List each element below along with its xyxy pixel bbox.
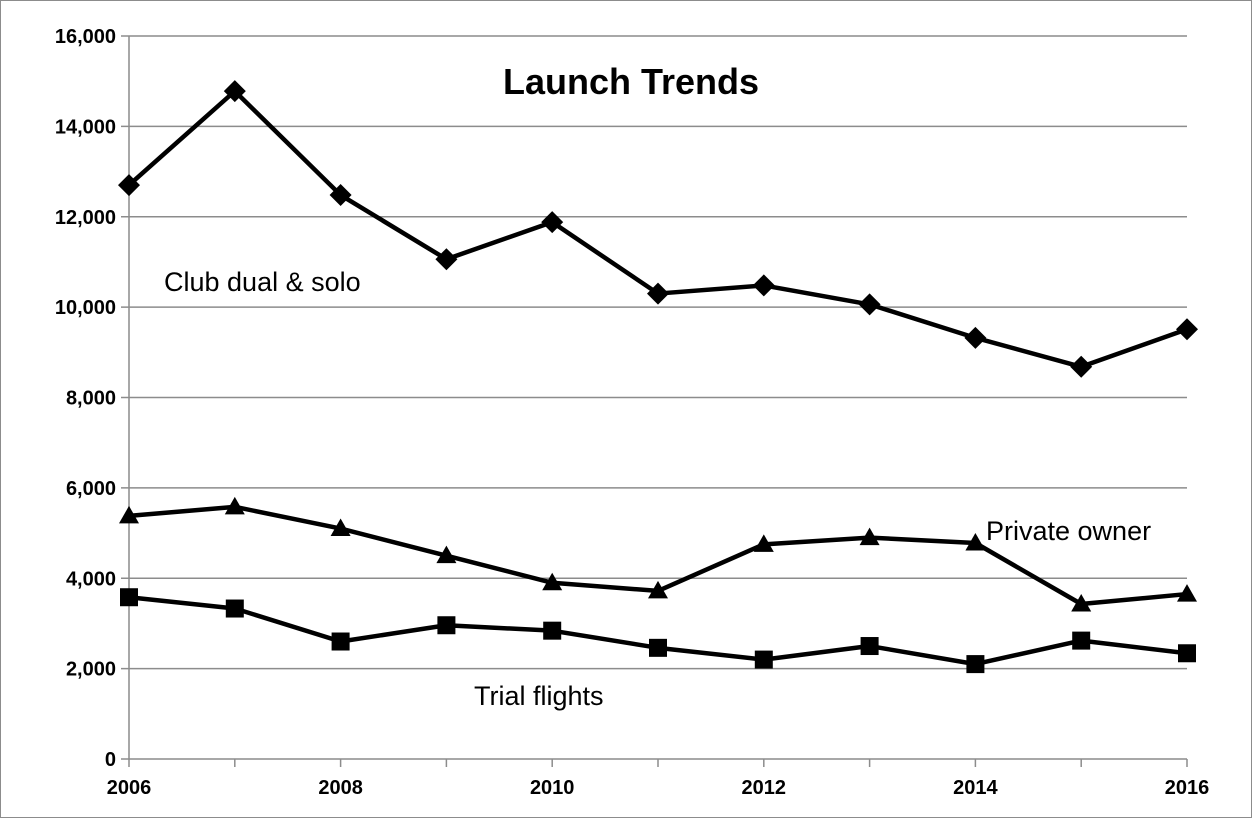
y-tick-label: 16,000 (55, 26, 116, 48)
data-point-private-owner (436, 545, 457, 564)
y-tick-label: 8,000 (66, 388, 116, 410)
x-tick-label: 2016 (1165, 777, 1210, 799)
data-point-private-owner (119, 505, 139, 524)
data-point-private-owner (224, 496, 245, 515)
y-tick-label: 6,000 (66, 478, 116, 500)
data-point-club-dual-solo (964, 326, 987, 349)
x-tick-label: 2012 (742, 777, 787, 799)
series-label-private-owner: Private owner (986, 516, 1151, 546)
data-point-club-dual-solo (329, 184, 352, 207)
data-point-private-owner (859, 527, 880, 546)
series-line-club-dual-solo (126, 88, 1190, 370)
data-point-trial-flights (966, 655, 985, 674)
y-tick-label: 10,000 (55, 297, 116, 319)
series-markers (118, 80, 1198, 674)
gridlines (129, 35, 1187, 670)
data-point-trial-flights (225, 599, 244, 618)
data-point-private-owner (1071, 594, 1092, 612)
data-point-club-dual-solo (752, 274, 775, 297)
data-point-trial-flights (1178, 644, 1196, 663)
data-point-trial-flights (331, 632, 350, 651)
data-point-club-dual-solo (1176, 318, 1198, 341)
axes (121, 35, 1188, 767)
data-point-club-dual-solo (118, 174, 140, 197)
data-point-private-owner (648, 580, 668, 599)
data-point-trial-flights (649, 638, 667, 657)
data-point-trial-flights (120, 588, 138, 607)
y-tick-label: 2,000 (66, 659, 116, 681)
data-point-private-owner (330, 518, 351, 537)
data-point-club-dual-solo (541, 211, 564, 234)
data-point-trial-flights (1072, 631, 1091, 650)
data-point-club-dual-solo (647, 282, 669, 305)
data-point-club-dual-solo (1070, 355, 1093, 378)
data-point-private-owner (965, 533, 986, 551)
series-label-club-dual-solo: Club dual & solo (164, 267, 361, 297)
x-tick-label: 2014 (953, 777, 998, 799)
x-tick-label: 2010 (530, 777, 575, 799)
data-point-club-dual-solo (223, 80, 246, 103)
series-label-trial-flights: Trial flights (474, 681, 604, 711)
data-point-private-owner (1177, 584, 1197, 602)
y-tick-label: 0 (105, 749, 116, 771)
data-point-club-dual-solo (858, 293, 881, 316)
data-point-private-owner (542, 572, 563, 591)
tick-labels: 0 2,000 4,000 6,000 8,000 10,000 12,000 14,000 1… (55, 26, 1209, 799)
y-tick-label: 14,000 (55, 116, 116, 138)
y-tick-label: 4,000 (66, 568, 116, 590)
data-point-trial-flights (437, 616, 456, 635)
data-point-trial-flights (860, 637, 879, 656)
data-point-private-owner (753, 534, 774, 552)
y-tick-label: 12,000 (55, 207, 116, 229)
data-point-trial-flights (543, 621, 562, 640)
x-tick-label: 2006 (107, 777, 152, 799)
data-point-club-dual-solo (435, 248, 458, 271)
x-tick-label: 2008 (318, 777, 363, 799)
data-point-trial-flights (754, 650, 773, 669)
chart-title: Launch Trends (503, 61, 759, 102)
